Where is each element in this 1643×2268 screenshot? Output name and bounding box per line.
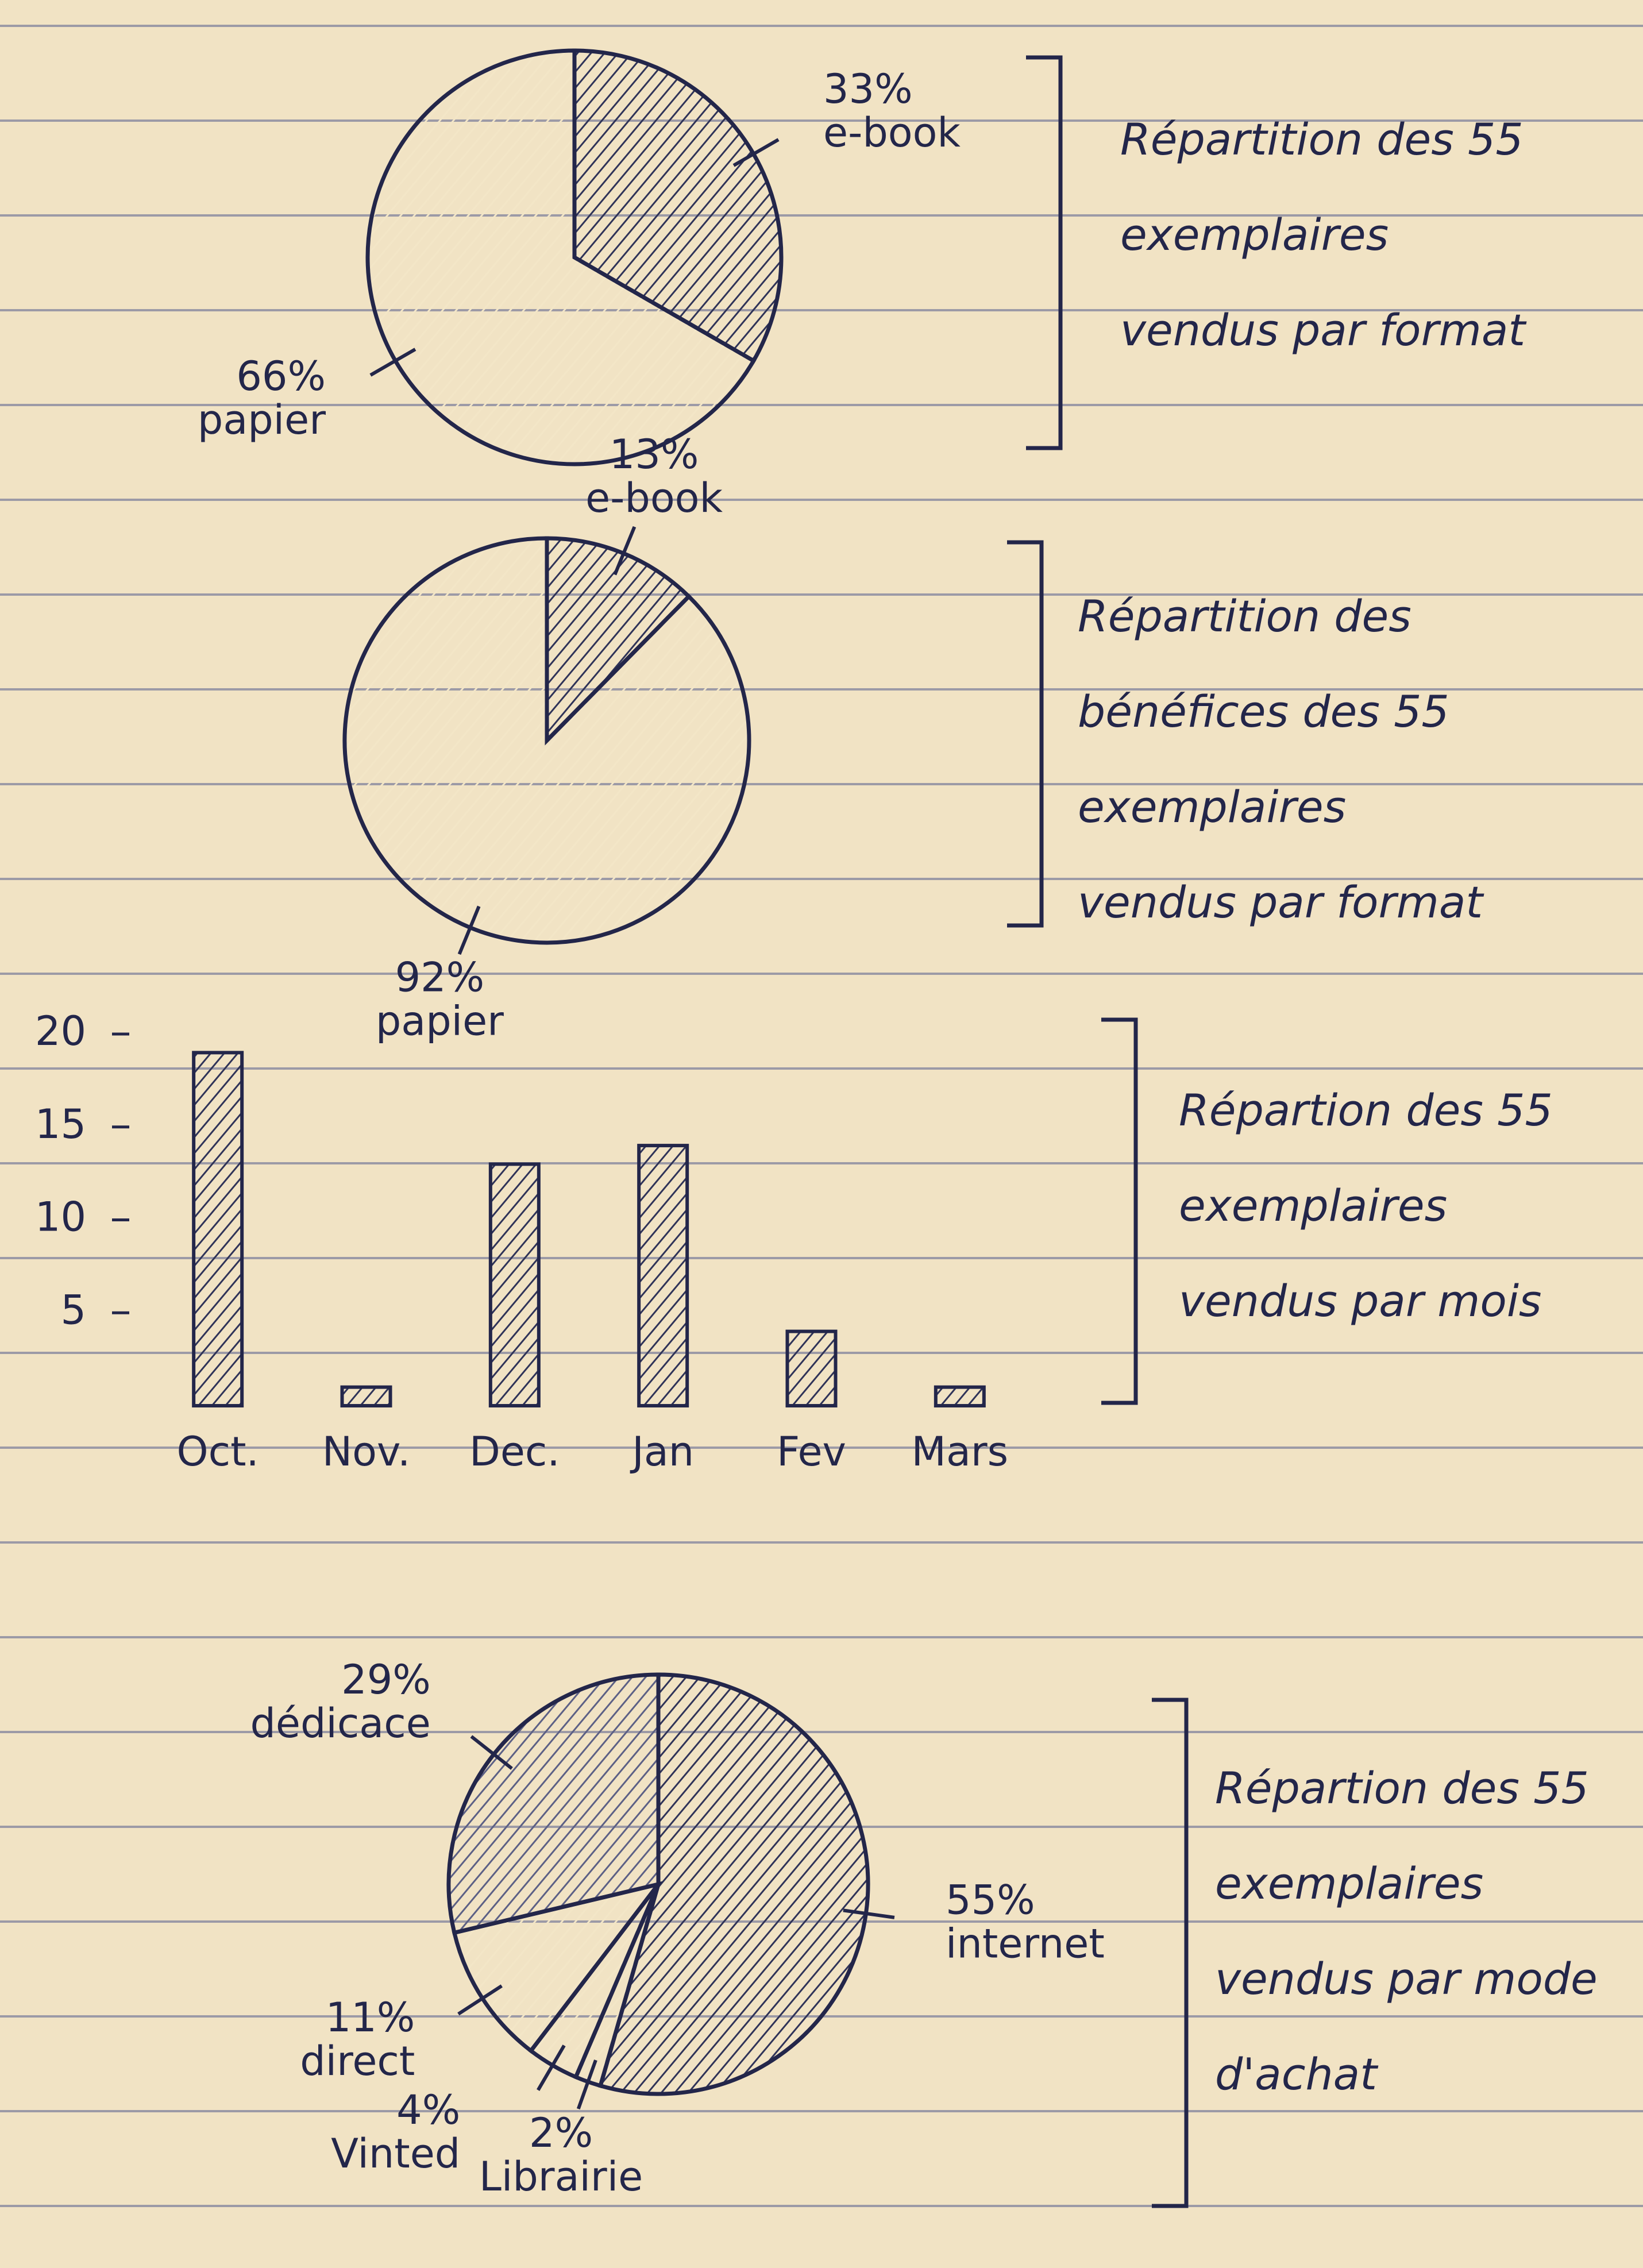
leader-line <box>537 2045 566 2091</box>
category-label: direct <box>300 2038 415 2085</box>
value-label: 66% <box>236 353 326 400</box>
category-label: internet <box>946 1920 1105 1967</box>
leader-line <box>613 526 637 576</box>
bar <box>785 1329 838 1408</box>
bracket <box>1007 540 1044 928</box>
slice-label: 11%direct <box>300 1994 415 2085</box>
x-tick-label: Oct. <box>177 1428 259 1475</box>
slice-label: 92%papier <box>376 954 504 1044</box>
leader-line <box>457 905 481 955</box>
value-label: 55% <box>946 1876 1035 1923</box>
bar <box>340 1385 392 1407</box>
x-tick-label: Mars <box>912 1428 1009 1475</box>
bar <box>637 1144 689 1407</box>
category-label: Vinted <box>331 2130 460 2177</box>
value-label: 2% <box>529 2109 593 2157</box>
bar <box>488 1162 541 1407</box>
value-label: 13% <box>610 431 699 478</box>
y-tick-label: 15 <box>35 1101 86 1148</box>
y-tick-label: 10 <box>35 1194 86 1241</box>
slice-label: 13%e-book <box>585 431 723 522</box>
bar <box>934 1385 986 1407</box>
slice-label: 55%internet <box>946 1876 1105 1967</box>
pie-slice <box>342 536 751 945</box>
bar <box>192 1051 244 1407</box>
category-label: papier <box>198 396 326 443</box>
value-label: 11% <box>326 1994 415 2041</box>
chart-title: Répartition des bénéfices des 55 exempla… <box>1078 591 1483 928</box>
y-tick-label: 20 <box>35 1008 86 1055</box>
leader-line <box>457 1984 503 2016</box>
category-label: dédicace <box>250 1700 430 1747</box>
leader-line <box>576 2059 597 2109</box>
category-label: e-book <box>585 475 723 522</box>
chart-title: Répartion des 55 exemplaires vendus par … <box>1179 1085 1553 1326</box>
y-tick-label: 5 <box>60 1286 86 1333</box>
bracket <box>1101 1017 1138 1405</box>
value-label: 33% <box>823 65 913 113</box>
x-tick-label: Jan <box>630 1428 694 1475</box>
bracket <box>1152 1698 1189 2208</box>
x-tick-label: Dec. <box>469 1428 560 1475</box>
value-label: 29% <box>341 1656 431 1703</box>
leader-line <box>843 1908 895 1919</box>
category-label: e-book <box>823 109 961 156</box>
x-tick-label: Fev <box>777 1428 846 1475</box>
slice-label: 66%papier <box>198 353 326 443</box>
slice-label: 33%e-book <box>823 65 961 156</box>
slice-label: 2%Librairie <box>479 2109 643 2200</box>
value-label: 4% <box>396 2086 460 2134</box>
slice-label: 4%Vinted <box>331 2086 460 2177</box>
leader-line <box>369 348 416 377</box>
value-label: 92% <box>395 954 485 1001</box>
chart-title: Répartition des 55 exemplaires vendus pa… <box>1120 114 1526 356</box>
category-label: Librairie <box>479 2153 643 2200</box>
leader-line <box>732 138 780 167</box>
bracket <box>1026 55 1063 450</box>
slice-label: 29%dédicace <box>250 1656 430 1747</box>
chart-title: Répartion des 55 exemplaires vendus par … <box>1215 1762 1598 2100</box>
category-label: papier <box>376 997 504 1044</box>
x-tick-label: Nov. <box>322 1428 410 1475</box>
leader-line <box>470 1735 513 1770</box>
